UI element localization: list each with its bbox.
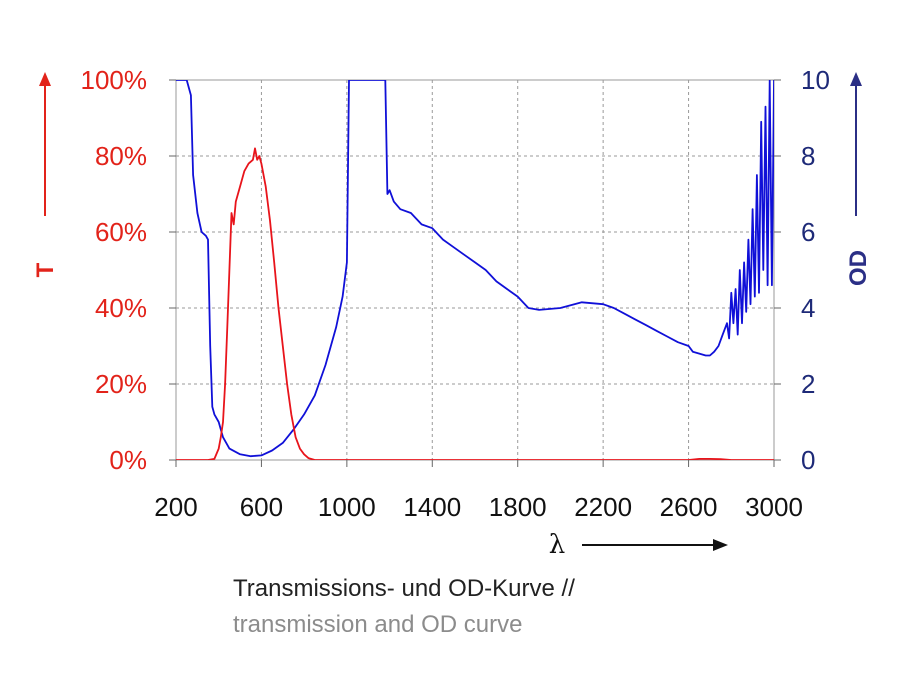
left-axis-ticks: 0% 20% 40% 60% 80% 100% [81,65,176,475]
y-left-label: T [32,262,59,277]
t-series-line [176,147,774,460]
right-tick-label: 0 [801,445,815,475]
series-group [176,80,774,460]
left-tick-label: 80% [95,141,147,171]
right-tick-label: 2 [801,369,815,399]
caption-line-1: Transmissions- und OD-Kurve // [233,575,575,602]
left-tick-label: 60% [95,217,147,247]
x-axis-arrow-icon [582,539,728,551]
right-tick-label: 10 [801,65,830,95]
right-tick-label: 6 [801,217,815,247]
x-tick-label: 1400 [403,492,461,522]
x-tick-label: 1800 [489,492,547,522]
x-tick-label: 1000 [318,492,376,522]
od-axis-arrow-icon [850,72,862,216]
x-tick-label: 200 [154,492,197,522]
right-tick-label: 4 [801,293,815,323]
x-tick-label: 2200 [574,492,632,522]
plot-frame [175,79,775,461]
x-tick-label: 2600 [660,492,718,522]
left-tick-label: 20% [95,369,147,399]
right-tick-label: 8 [801,141,815,171]
y-right-label: OD [845,250,872,286]
od-series-line [176,80,774,458]
grid [176,80,774,460]
left-tick-label: 40% [95,293,147,323]
x-axis-label: λ [549,530,565,560]
x-tick-label: 3000 [745,492,803,522]
right-axis-ticks: 0 2 4 6 8 10 [774,65,830,475]
left-tick-label: 100% [81,65,148,95]
x-tick-label: 600 [240,492,283,522]
t-axis-arrow-icon [39,72,51,216]
x-axis-ticks: 200 600 1000 1400 1800 2200 2600 3000 [154,460,803,522]
left-tick-label: 0% [109,445,147,475]
caption-line-2: transmission and OD curve [233,611,523,638]
